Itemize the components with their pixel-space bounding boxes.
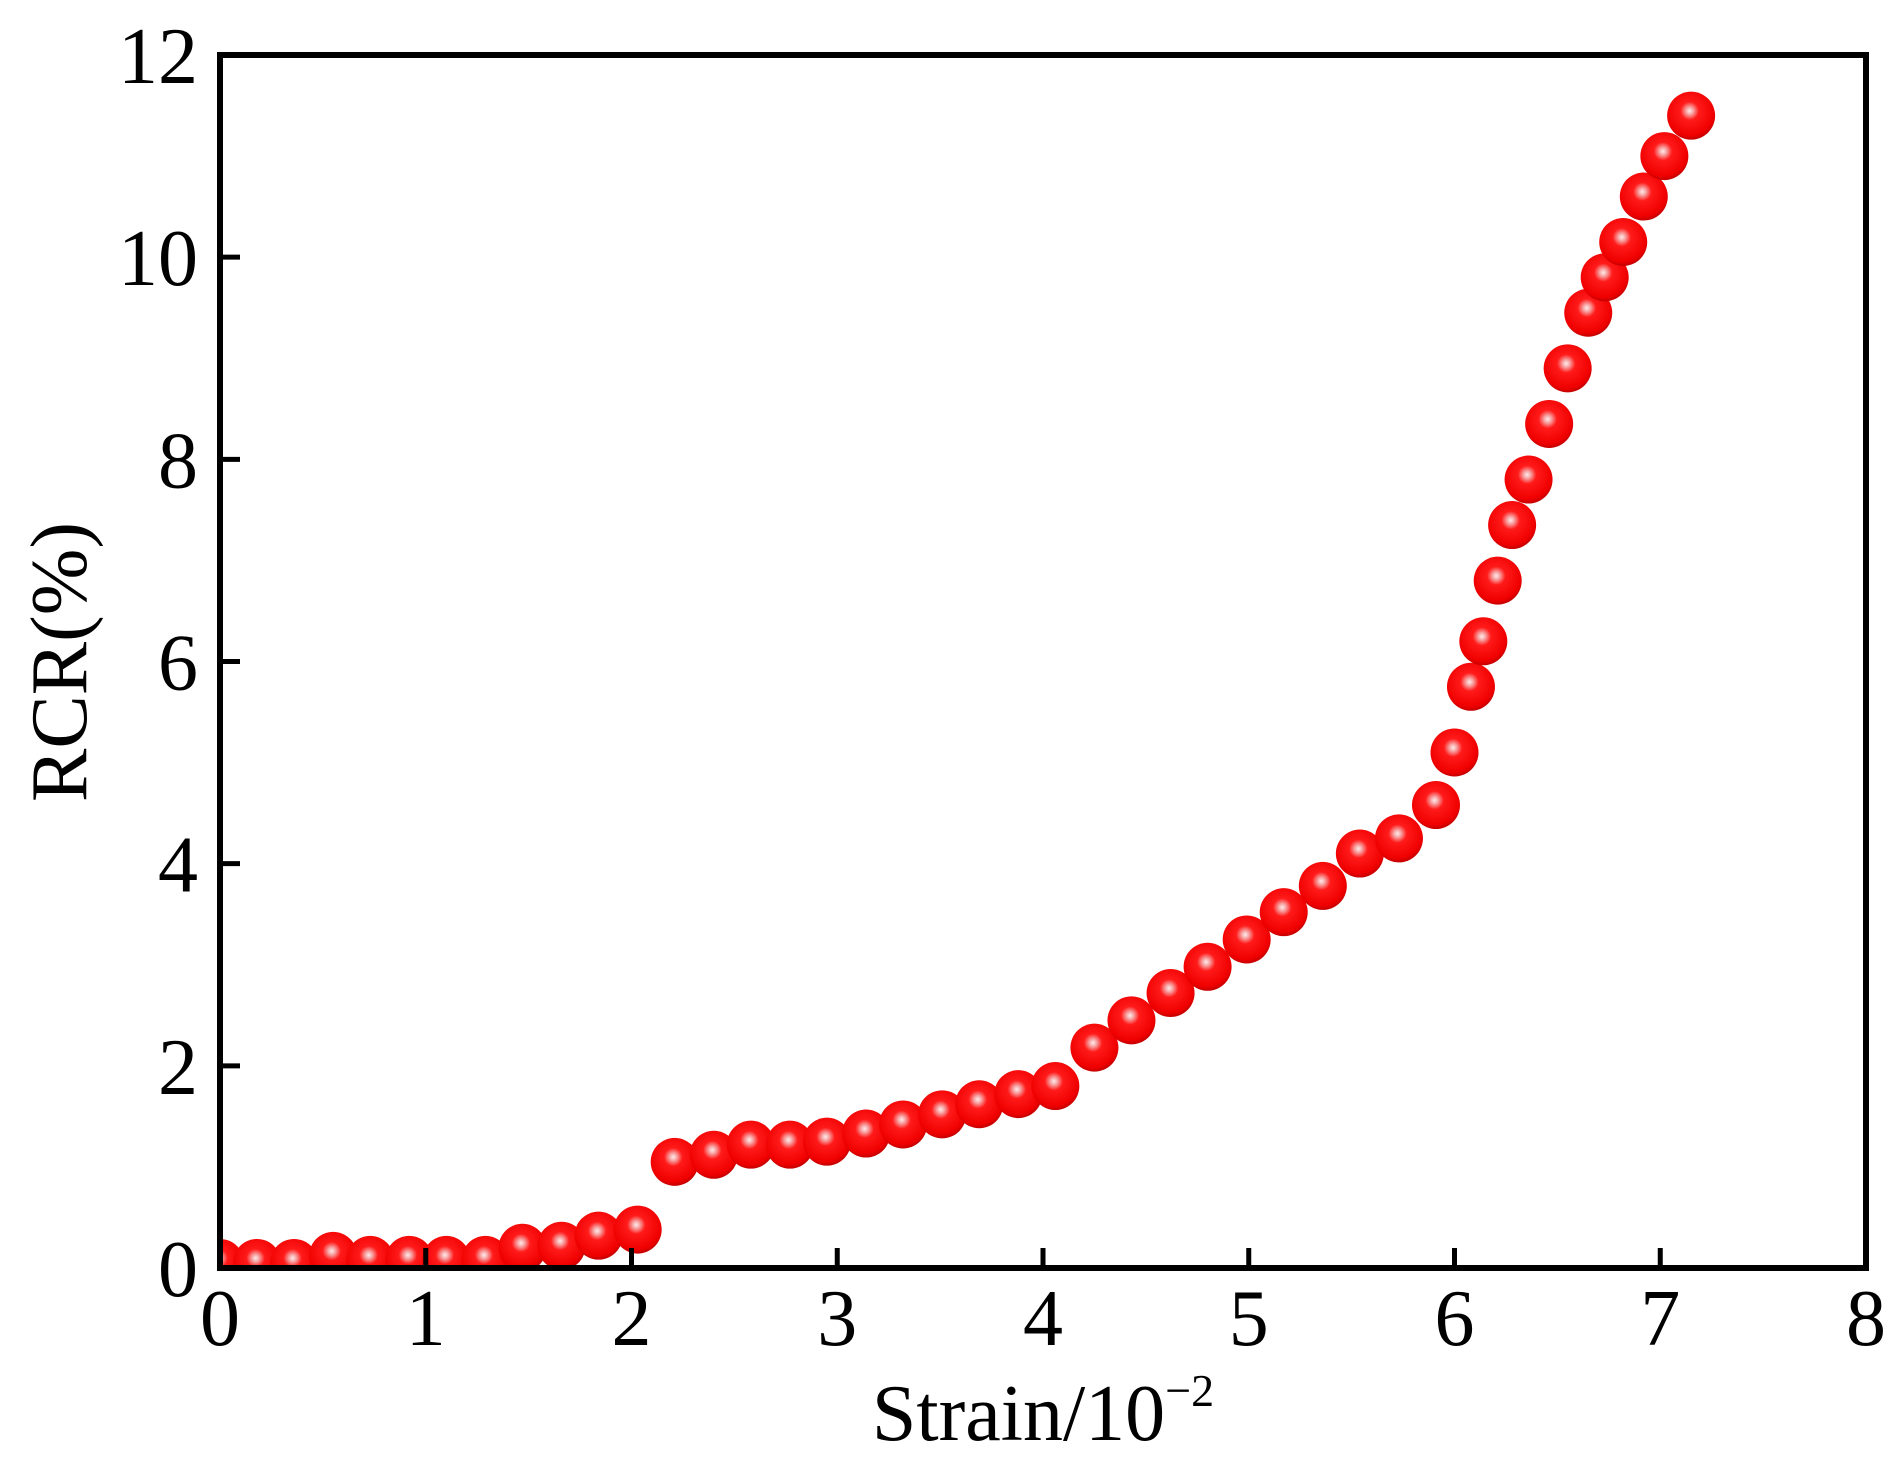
data-point (1411, 781, 1460, 830)
x-tick-label: 3 (817, 1275, 857, 1363)
data-point (1070, 1023, 1119, 1072)
data-point (385, 1235, 434, 1268)
data-point (802, 1117, 851, 1166)
data-point (1599, 218, 1648, 267)
x-tick-label: 0 (200, 1275, 240, 1363)
x-tick-label: 6 (1435, 1275, 1475, 1363)
y-tick-label: 2 (158, 1024, 198, 1112)
data-point (346, 1235, 395, 1268)
data-point (422, 1235, 471, 1268)
y-tick-labels: 0 2 4 6 8 10 12 (118, 13, 198, 1314)
x-tick-label: 4 (1023, 1275, 1063, 1363)
data-point (994, 1070, 1043, 1119)
data-point (650, 1137, 699, 1186)
data-point (1488, 501, 1537, 550)
data-point (1146, 969, 1195, 1018)
x-tick-label: 5 (1229, 1275, 1269, 1363)
data-point (270, 1238, 319, 1268)
data-point (1473, 556, 1522, 605)
y-tick-label: 0 (158, 1226, 198, 1314)
data-point (765, 1120, 814, 1169)
x-axis-title-superscript: −2 (1165, 1365, 1214, 1416)
data-point (918, 1090, 967, 1139)
data-point (613, 1205, 662, 1254)
x-tick-label: 7 (1640, 1275, 1680, 1363)
data-point (1183, 942, 1232, 991)
data-point (1667, 91, 1716, 140)
data-point (233, 1238, 282, 1268)
data-point (1259, 888, 1308, 937)
data-points (220, 91, 1716, 1268)
data-point (1580, 253, 1629, 302)
data-point (461, 1235, 510, 1268)
data-point (955, 1080, 1004, 1129)
data-point (1543, 344, 1592, 393)
y-tick-label: 10 (118, 215, 198, 303)
x-tick-label: 8 (1846, 1275, 1886, 1363)
data-point (726, 1120, 775, 1169)
x-tick-label: 1 (406, 1275, 446, 1363)
data-point (1504, 455, 1553, 504)
y-tick-label: 12 (118, 13, 198, 101)
data-point (1031, 1062, 1080, 1111)
data-point (879, 1100, 928, 1149)
data-point (1374, 814, 1423, 863)
data-point (1430, 728, 1479, 777)
y-tick-label: 4 (158, 822, 198, 910)
data-point (1446, 662, 1495, 711)
data-point (1298, 861, 1347, 910)
x-tick-label: 2 (612, 1275, 652, 1363)
data-point (537, 1221, 586, 1268)
data-point (1640, 132, 1689, 181)
data-point (842, 1109, 891, 1158)
data-point (1335, 829, 1384, 878)
x-tick-labels: 0 1 2 3 4 5 6 7 8 (200, 1275, 1886, 1363)
axis-ticks (217, 52, 1869, 1271)
data-point (574, 1211, 623, 1260)
data-point (1525, 399, 1574, 448)
y-tick-label: 8 (158, 417, 198, 505)
data-point (498, 1223, 547, 1268)
data-point (1222, 915, 1271, 964)
y-tick-label: 6 (158, 620, 198, 708)
data-point (1459, 617, 1508, 666)
data-point (1619, 172, 1668, 221)
x-axis-title-main: Strain/10 (872, 1370, 1165, 1458)
data-point (689, 1130, 738, 1179)
data-point (309, 1231, 358, 1268)
y-axis-title: RCR(%) (16, 522, 104, 802)
x-axis-title: Strain/10−2 (872, 1365, 1214, 1458)
data-point (1107, 996, 1156, 1045)
